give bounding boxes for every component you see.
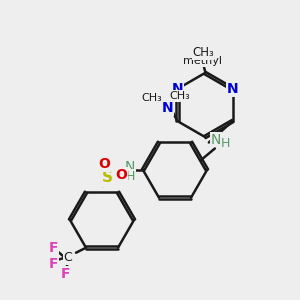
Text: N: N [172,82,183,96]
Text: H: H [125,169,135,182]
Text: N: N [161,101,173,115]
Text: H: H [221,137,230,150]
Text: CH₃: CH₃ [169,91,190,101]
Text: CH₃: CH₃ [141,93,162,103]
Text: F: F [61,267,71,281]
Text: N: N [211,133,221,146]
Text: F: F [49,241,59,255]
Text: O: O [115,168,127,182]
Text: N: N [227,82,239,96]
Text: F: F [49,257,59,271]
Text: C: C [64,251,72,264]
Text: methyl: methyl [184,56,223,66]
Text: N: N [125,160,135,174]
Text: O: O [98,157,110,171]
Text: CH₃: CH₃ [192,46,214,59]
Text: S: S [101,170,112,185]
